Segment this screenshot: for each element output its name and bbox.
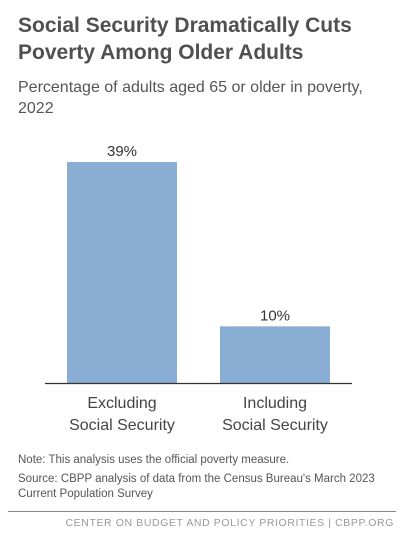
footer-org: CENTER ON BUDGET AND POLICY PRIORITIES |… (65, 517, 394, 529)
bar-1 (67, 162, 177, 383)
category-label-2-line-1: Including (243, 395, 307, 412)
footer-divider (8, 511, 396, 512)
chart-title: Social Security Dramatically Cuts Povert… (18, 14, 352, 64)
category-label-1-line-2: Social Security (69, 417, 175, 434)
value-label-1: 39% (107, 143, 137, 160)
bar-2 (220, 326, 330, 383)
category-label-1-line-1: Excluding (87, 395, 156, 412)
source-text: Source: CBPP analysis of data from the C… (18, 473, 375, 500)
chart-subtitle: Percentage of adults aged 65 or older in… (18, 79, 363, 117)
bar-chart: 39% Excluding Social Security 10% Including S… (45, 143, 352, 434)
note-text: Note: This analysis uses the official po… (18, 454, 290, 466)
value-label-2: 10% (260, 307, 290, 324)
category-label-2-line-2: Social Security (222, 417, 328, 434)
